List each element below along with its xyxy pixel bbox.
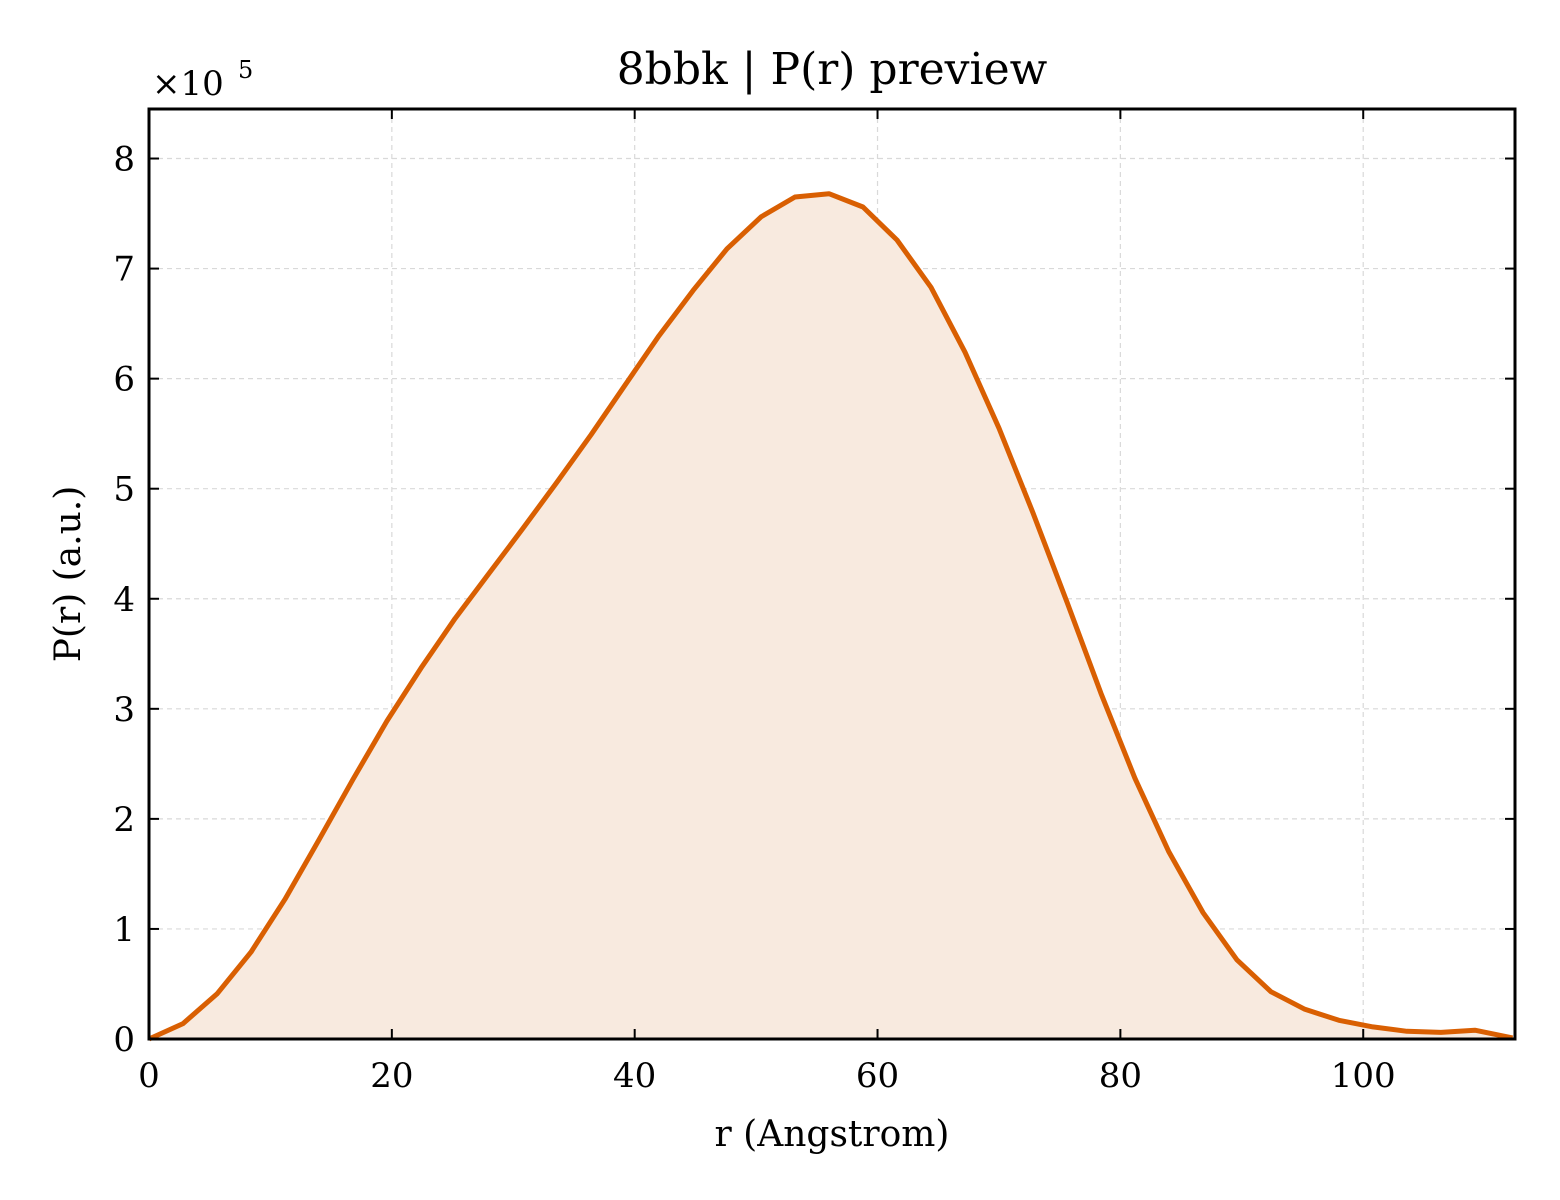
- chart-title: 8bbk | P(r) preview: [617, 44, 1048, 95]
- axis-ticks: 0 20 40 60 80 100 0 1 2 3 4 5 6 7 8: [113, 109, 1515, 1096]
- y-tick-label: 5: [113, 470, 135, 510]
- x-tick-label: 0: [138, 1056, 160, 1096]
- y-tick-label: 2: [113, 800, 135, 840]
- y-tick-label: 8: [113, 140, 135, 180]
- pr-area-fill: [149, 193, 1513, 1039]
- y-tick-label: 7: [113, 250, 135, 290]
- y-multiplier-exponent: 5: [238, 56, 253, 84]
- y-axis-label: P(r) (a.u.): [48, 486, 89, 663]
- y-tick-label: 4: [113, 580, 135, 620]
- x-tick-label: 100: [1331, 1056, 1396, 1096]
- y-tick-label: 1: [113, 910, 135, 950]
- y-multiplier-base: ×10: [152, 64, 224, 104]
- x-tick-label: 40: [613, 1056, 656, 1096]
- x-axis-label: r (Angstrom): [715, 1114, 950, 1155]
- y-tick-label: 0: [113, 1020, 135, 1060]
- y-tick-label: 3: [113, 690, 135, 730]
- pr-curve-line: [147, 191, 1514, 1042]
- x-tick-label: 80: [1099, 1056, 1142, 1096]
- y-tick-label: 6: [113, 360, 135, 400]
- plot-area: [147, 191, 1514, 1042]
- y-multiplier: ×10 5: [152, 56, 253, 104]
- plot-frame: [147, 107, 1517, 1041]
- x-tick-label: 60: [856, 1056, 899, 1096]
- x-tick-label: 20: [370, 1056, 413, 1096]
